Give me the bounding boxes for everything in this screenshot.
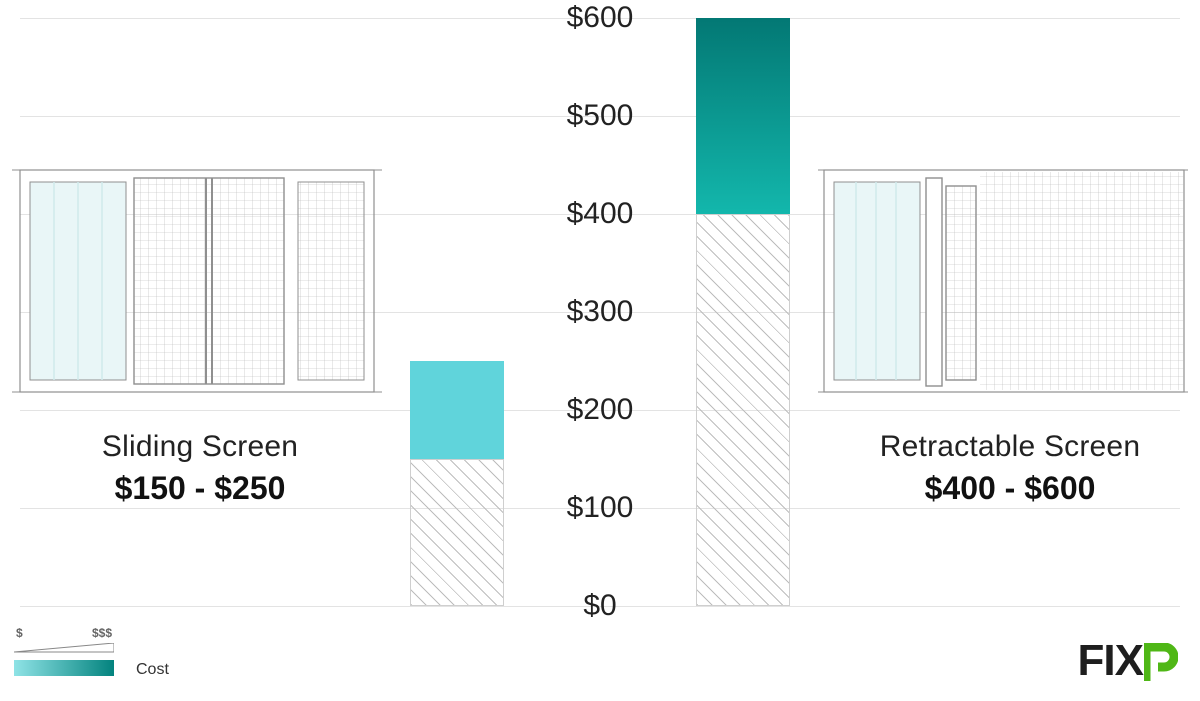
y-tick-label: $200 bbox=[567, 393, 634, 427]
bar-retractable bbox=[696, 18, 790, 606]
infographic-root: $600 $500 $400 $300 $200 $100 $0 bbox=[0, 0, 1200, 701]
legend-caption: Cost bbox=[136, 661, 169, 679]
bar-sliding-range bbox=[410, 361, 504, 459]
fixr-logo: FIX bbox=[1078, 639, 1178, 683]
sliding-price: $150 - $250 bbox=[20, 470, 380, 507]
legend-low: $ bbox=[16, 626, 23, 640]
sliding-screen-illustration bbox=[12, 160, 382, 395]
y-tick-label: $500 bbox=[567, 99, 634, 133]
y-tick-label: $300 bbox=[567, 295, 634, 329]
legend-high: $$$ bbox=[92, 626, 112, 640]
bar-retractable-range bbox=[696, 18, 790, 214]
retractable-title: Retractable Screen bbox=[830, 430, 1190, 464]
bar-sliding bbox=[410, 18, 504, 606]
y-tick-label: $100 bbox=[567, 491, 634, 525]
logo-r-icon bbox=[1144, 643, 1178, 683]
bar-sliding-hatched-lower bbox=[410, 459, 504, 606]
cost-legend: $ $$$ Cost bbox=[14, 626, 184, 681]
sliding-title: Sliding Screen bbox=[20, 430, 380, 464]
y-tick-label: $0 bbox=[583, 589, 616, 623]
y-tick-label: $400 bbox=[567, 197, 634, 231]
legend-wedge-icon bbox=[14, 643, 114, 653]
retractable-screen-illustration bbox=[818, 160, 1188, 395]
y-tick-label: $600 bbox=[567, 1, 634, 35]
cost-range-chart: $600$500$400$300$200$100$0 bbox=[400, 18, 800, 606]
retractable-caption: Retractable Screen $400 - $600 bbox=[830, 430, 1190, 507]
retractable-price: $400 - $600 bbox=[830, 470, 1190, 507]
bar-retractable-hatched-lower bbox=[696, 214, 790, 606]
sliding-caption: Sliding Screen $150 - $250 bbox=[20, 430, 380, 507]
legend-gradient-icon bbox=[14, 660, 114, 676]
logo-text: FIX bbox=[1078, 639, 1143, 683]
